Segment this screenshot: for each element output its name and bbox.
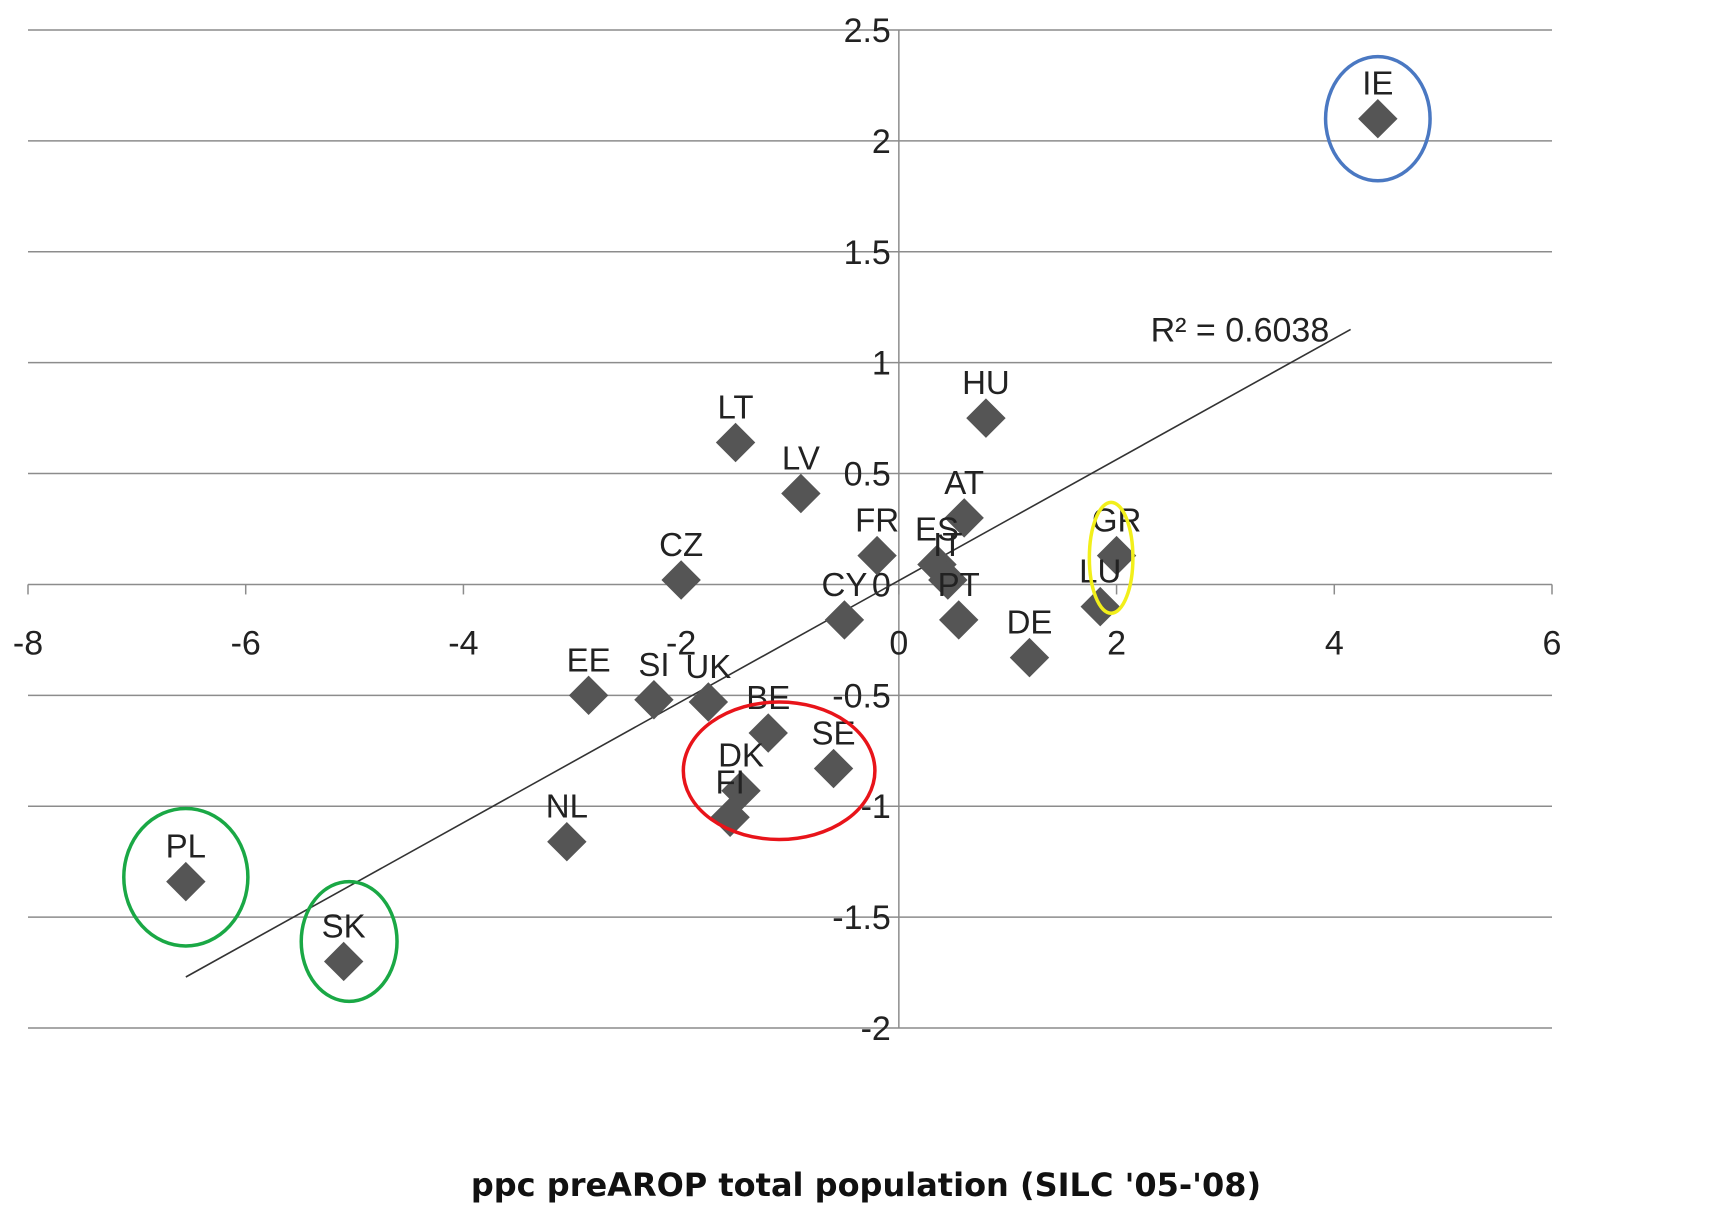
data-point-se bbox=[813, 748, 854, 789]
point-label-de: DE bbox=[1007, 604, 1053, 641]
y-tick-label: 1 bbox=[872, 345, 891, 383]
data-point-pl bbox=[166, 861, 206, 902]
y-tick-label: 2 bbox=[872, 123, 891, 161]
point-label-lt: LT bbox=[718, 389, 754, 426]
highlight-circle bbox=[1323, 54, 1432, 183]
trendline-group: R² = 0.6038 bbox=[185, 311, 1352, 978]
data-point-hu bbox=[966, 398, 1006, 438]
x-axis-title: ppc preAROP total population (SILC '05-'… bbox=[471, 1166, 1261, 1204]
y-tick-label: 0 bbox=[872, 566, 891, 604]
data-point-gr bbox=[1096, 535, 1137, 576]
y-tick-label: 1.5 bbox=[844, 234, 891, 272]
point-label-es: ES bbox=[915, 510, 959, 547]
axes bbox=[27, 30, 1553, 1028]
point-label-it: IT bbox=[933, 526, 962, 563]
point-label-gr: GR bbox=[1092, 502, 1142, 539]
x-tick-label: -2 bbox=[666, 624, 696, 662]
x-tick-label: 4 bbox=[1325, 624, 1344, 662]
x-tick-labels: -8 -6 -4 -2 0 2 4 6 bbox=[13, 624, 1562, 662]
data-point-de bbox=[1009, 637, 1050, 678]
point-label-uk: UK bbox=[685, 648, 731, 685]
data-point-be bbox=[748, 713, 788, 753]
point-label-si: SI bbox=[638, 646, 669, 683]
point-label-ee: EE bbox=[567, 641, 611, 678]
point-label-pl: PL bbox=[166, 828, 206, 865]
x-tick-label: 0 bbox=[889, 624, 908, 662]
point-label-ie: IE bbox=[1362, 65, 1393, 102]
y-tick-labels: -2 -1.5 -1 -0.5 0 0.5 1 1.5 2 2.5 bbox=[832, 12, 891, 1048]
point-label-lu: LU bbox=[1079, 553, 1121, 590]
highlight-circle bbox=[122, 806, 250, 948]
point-label-hu: HU bbox=[962, 364, 1010, 401]
data-point-uk bbox=[688, 682, 729, 722]
data-point-cy bbox=[824, 600, 865, 640]
point-label-sk: SK bbox=[322, 907, 366, 944]
x-tick-label: -8 bbox=[13, 624, 43, 662]
x-tick-label: 2 bbox=[1107, 624, 1126, 662]
data-point-lv bbox=[781, 473, 821, 514]
grid-lines bbox=[28, 29, 1552, 1029]
data-point-it bbox=[928, 560, 968, 600]
y-tick-label: -0.5 bbox=[832, 677, 891, 715]
point-label-at: AT bbox=[944, 464, 984, 501]
y-tick-label: 2.5 bbox=[844, 12, 891, 50]
data-point-nl bbox=[547, 821, 587, 862]
data-point-pt bbox=[939, 600, 979, 640]
point-label-se: SE bbox=[812, 715, 856, 752]
r-squared-label: R² = 0.6038 bbox=[1151, 311, 1330, 349]
y-tick-label: -1.5 bbox=[832, 899, 891, 937]
point-label-dk: DK bbox=[718, 737, 764, 774]
highlight-circle bbox=[681, 700, 877, 842]
y-tick-label: -2 bbox=[861, 1010, 891, 1048]
point-label-cz: CZ bbox=[659, 526, 703, 563]
point-label-nl: NL bbox=[546, 788, 588, 825]
data-points bbox=[166, 99, 1398, 982]
point-label-fr: FR bbox=[855, 502, 899, 539]
data-point-sk bbox=[323, 941, 364, 982]
x-tick-label: 6 bbox=[1543, 624, 1562, 662]
highlight-circle bbox=[299, 879, 399, 1004]
x-tick-label: -4 bbox=[448, 624, 478, 662]
data-point-lt bbox=[715, 422, 756, 463]
point-label-pt: PT bbox=[938, 566, 980, 603]
y-tick-label: 0.5 bbox=[844, 456, 891, 494]
trendline bbox=[185, 328, 1352, 978]
data-point-at bbox=[944, 498, 984, 538]
point-label-cy: CY bbox=[822, 566, 868, 603]
data-point-ee bbox=[568, 675, 609, 716]
data-point-cz bbox=[661, 560, 701, 600]
point-label-fi: FI bbox=[715, 763, 744, 800]
point-label-be: BE bbox=[746, 679, 790, 716]
x-tick-label: -6 bbox=[231, 624, 261, 662]
y-tick-label: -1 bbox=[861, 788, 891, 826]
data-point-ie bbox=[1358, 99, 1398, 139]
highlight-circle bbox=[1087, 500, 1135, 616]
point-label-lv: LV bbox=[782, 440, 820, 477]
highlight-circles bbox=[122, 54, 1432, 1004]
data-point-si bbox=[634, 680, 674, 720]
data-point-fr bbox=[857, 535, 897, 576]
